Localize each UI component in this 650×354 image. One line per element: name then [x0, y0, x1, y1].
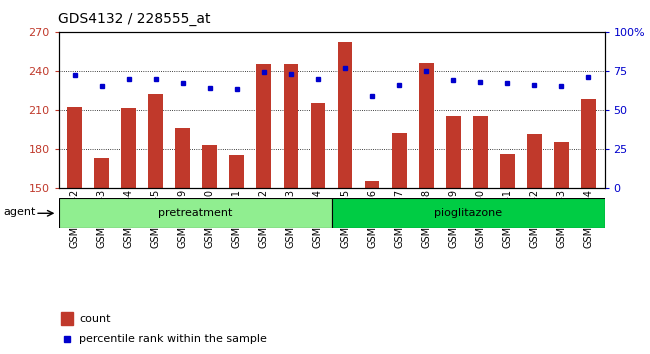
Bar [229, 155, 244, 354]
Bar [283, 64, 298, 354]
Bar [202, 145, 217, 354]
Bar [58, 198, 332, 228]
Bar [446, 116, 461, 354]
Bar [365, 181, 380, 354]
Text: agent: agent [3, 207, 35, 217]
Bar [332, 198, 604, 228]
Bar [473, 116, 488, 354]
Bar [419, 63, 434, 354]
Text: count: count [79, 314, 110, 324]
Text: GDS4132 / 228555_at: GDS4132 / 228555_at [58, 12, 211, 27]
Text: percentile rank within the sample: percentile rank within the sample [79, 334, 267, 344]
Bar [68, 107, 82, 354]
Bar [581, 99, 595, 354]
Bar [148, 94, 163, 354]
Bar [311, 103, 326, 354]
Bar [392, 133, 406, 354]
Bar [176, 128, 190, 354]
Bar [500, 154, 515, 354]
Text: pioglitazone: pioglitazone [434, 208, 502, 218]
Bar [554, 142, 569, 354]
Bar [61, 313, 73, 325]
Bar [526, 135, 541, 354]
Text: pretreatment: pretreatment [158, 208, 232, 218]
Bar [337, 42, 352, 354]
Bar [94, 158, 109, 354]
Bar [257, 64, 271, 354]
Bar [122, 108, 136, 354]
